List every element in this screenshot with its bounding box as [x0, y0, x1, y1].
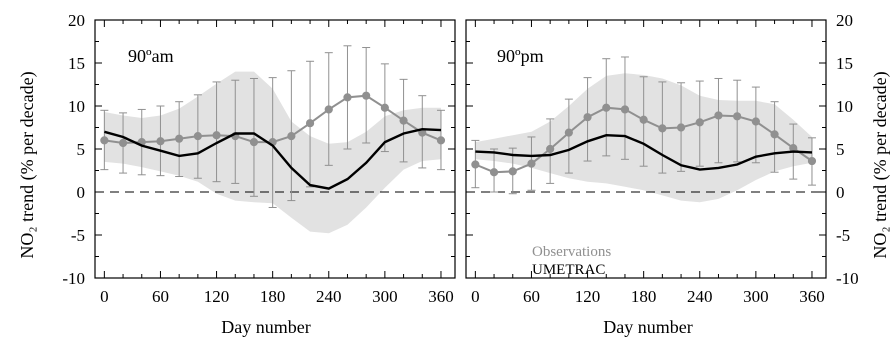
observation-point — [508, 167, 517, 176]
observation-point — [546, 144, 555, 154]
observation-point — [489, 168, 499, 177]
y-tick-label: 15 — [836, 54, 853, 73]
observation-point — [770, 130, 779, 139]
y-tick-label: 5 — [836, 140, 845, 159]
right-y-axis-title: NO₂ trend (% per decade) — [870, 71, 891, 258]
y-tick-label: 20 — [68, 11, 85, 30]
observation-point — [305, 119, 315, 128]
observation-point — [695, 118, 704, 127]
left-panel: 0 60 120 180 240 300 360 -10 -5 0 5 10 15 20 — [62, 11, 456, 306]
y-tick-label: -10 — [62, 269, 85, 288]
observation-point — [362, 91, 371, 100]
observation-point — [639, 115, 648, 124]
x-tick-label: 300 — [743, 287, 769, 306]
observation-point — [324, 105, 333, 114]
observation-point — [287, 132, 296, 141]
x-tick-label: 240 — [687, 287, 713, 306]
observation-point — [249, 138, 259, 147]
observation-point — [156, 137, 165, 146]
observation-point — [399, 116, 408, 125]
y-tick-label: 10 — [836, 97, 853, 116]
observation-point — [471, 160, 480, 169]
observation-point — [620, 105, 630, 114]
y-tick-label: 10 — [68, 97, 85, 116]
observation-point — [602, 103, 611, 112]
x-tick-label: 0 — [100, 287, 109, 306]
left-panel-label: 90ºam — [128, 46, 174, 66]
observation-point — [100, 136, 109, 145]
y-tick-label: 0 — [836, 183, 845, 202]
observation-point — [583, 113, 592, 122]
observation-point — [564, 128, 573, 137]
umetrac-series-line — [104, 127, 442, 190]
observation-point — [527, 159, 536, 168]
x-tick-label: 360 — [799, 287, 825, 306]
y-tick-label: -5 — [836, 226, 850, 245]
observation-point — [807, 156, 817, 166]
left-y-axis-title: NO₂ trend (% per decade) — [17, 71, 38, 258]
observation-point — [658, 124, 667, 133]
x-tick-label: 120 — [575, 287, 601, 306]
left-x-axis-title: Day number — [221, 317, 310, 337]
observation-point — [212, 131, 221, 140]
x-tick-label: 180 — [631, 287, 657, 306]
x-tick-label: 300 — [372, 287, 398, 306]
x-tick-label: 120 — [204, 287, 230, 306]
observation-point — [193, 132, 202, 141]
observation-point — [380, 103, 389, 112]
y-tick-label: 20 — [836, 11, 853, 30]
x-tick-label: 60 — [152, 287, 169, 306]
observation-point — [676, 123, 686, 132]
x-tick-label: 60 — [523, 287, 540, 306]
y-tick-label: 0 — [77, 183, 86, 202]
observation-point — [436, 136, 446, 145]
observation-point — [714, 111, 723, 120]
right-x-axis-title: Day number — [603, 317, 692, 337]
y-tick-label: -10 — [836, 269, 859, 288]
right-panel-label: 90ºpm — [497, 46, 544, 66]
x-tick-label: 360 — [428, 287, 454, 306]
y-tick-label: -5 — [71, 226, 85, 245]
x-tick-label: 240 — [316, 287, 342, 306]
right-panel: 0 60 120 180 240 300 360 -10 -5 0 5 10 15 20 — [465, 11, 859, 306]
x-tick-label: 180 — [260, 287, 286, 306]
x-tick-label: 0 — [471, 287, 480, 306]
y-tick-label: 15 — [68, 54, 85, 73]
observation-point — [175, 134, 184, 143]
legend-observations: Observations — [532, 244, 611, 260]
observation-point — [733, 112, 742, 121]
observation-point — [751, 117, 760, 126]
y-tick-label: 5 — [77, 140, 86, 159]
observation-point — [118, 138, 128, 148]
observation-point — [343, 93, 352, 102]
umetrac-series-line — [475, 133, 813, 171]
